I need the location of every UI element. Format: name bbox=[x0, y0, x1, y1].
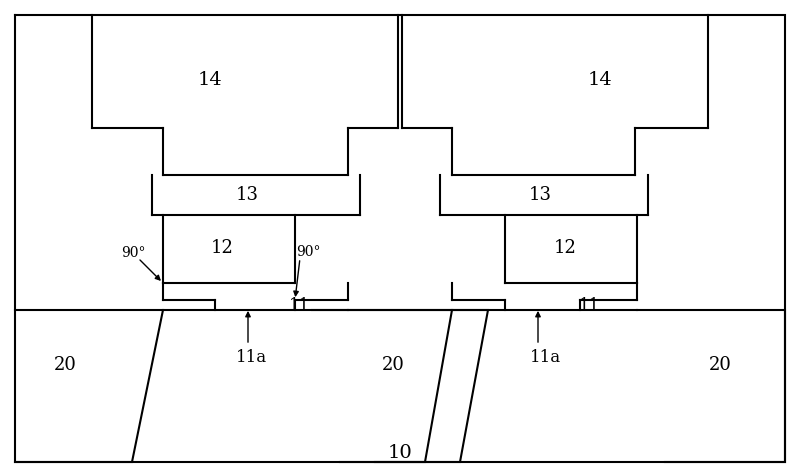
Text: 11a: 11a bbox=[237, 350, 267, 367]
Text: 11a: 11a bbox=[530, 350, 561, 367]
Text: 14: 14 bbox=[588, 71, 612, 89]
Text: 90°: 90° bbox=[296, 245, 320, 259]
Text: 11: 11 bbox=[290, 296, 310, 314]
Text: 12: 12 bbox=[210, 239, 234, 257]
Text: 13: 13 bbox=[235, 186, 258, 204]
Text: 14: 14 bbox=[198, 71, 222, 89]
Text: 11: 11 bbox=[579, 296, 601, 314]
Text: 12: 12 bbox=[554, 239, 577, 257]
Text: 20: 20 bbox=[54, 356, 77, 374]
Text: 90°: 90° bbox=[121, 246, 146, 260]
Text: 20: 20 bbox=[382, 356, 405, 374]
Text: 20: 20 bbox=[709, 356, 731, 374]
Text: 13: 13 bbox=[529, 186, 551, 204]
Text: 10: 10 bbox=[388, 444, 412, 462]
